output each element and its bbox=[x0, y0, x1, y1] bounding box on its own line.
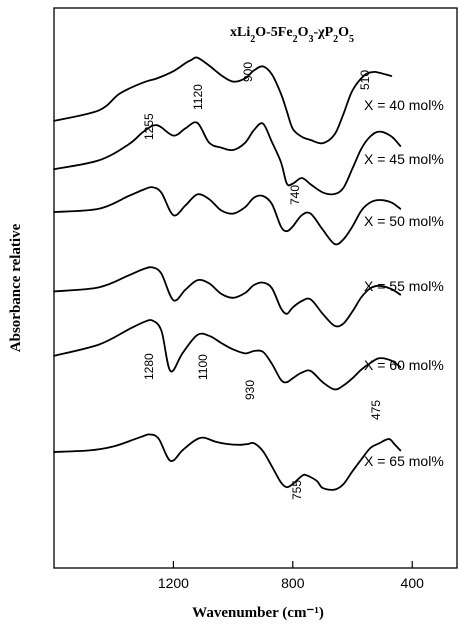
spectrum-curve bbox=[53, 186, 402, 246]
spectrum-curve bbox=[53, 319, 402, 391]
x-tick-label: 400 bbox=[401, 575, 425, 591]
peak-label-930: 930 bbox=[243, 380, 257, 400]
title-part: 3 bbox=[308, 34, 313, 45]
series-label: X = 65 mol% bbox=[364, 453, 444, 469]
series-label: X = 45 mol% bbox=[364, 151, 444, 167]
x-axis-title: Wavenumber (cm⁻¹) bbox=[192, 605, 324, 621]
spectra-curves bbox=[53, 56, 402, 491]
title-part: 5 bbox=[349, 34, 354, 45]
peak-label-1120: 1120 bbox=[191, 84, 205, 110]
peak-label-1255: 1255 bbox=[142, 113, 156, 140]
spectrum-curve bbox=[53, 56, 393, 145]
title-part: 2 bbox=[250, 34, 255, 45]
series-label: X = 50 mol% bbox=[364, 213, 444, 229]
title-part: 2 bbox=[333, 34, 338, 45]
title-part: O-5Fe bbox=[255, 25, 292, 40]
title-part: O bbox=[298, 25, 309, 40]
x-tick-label: 800 bbox=[281, 575, 305, 591]
peak-label-1100: 1100 bbox=[196, 354, 210, 380]
series-label: X = 60 mol% bbox=[364, 357, 444, 373]
spectrum-curve bbox=[53, 433, 402, 491]
series-label: X = 40 mol% bbox=[364, 97, 444, 113]
chart-title: xLi2O-5Fe2O3-χP2O5 bbox=[230, 25, 354, 45]
spectrum-curve bbox=[53, 266, 402, 328]
x-ticks: 1200 800 400 bbox=[158, 561, 424, 591]
peak-label-510: 510 bbox=[358, 70, 372, 90]
x-tick-label: 1200 bbox=[158, 575, 189, 591]
title-part: xLi bbox=[230, 25, 250, 40]
peak-label-1280: 1280 bbox=[142, 353, 156, 380]
series-label: X = 55 mol% bbox=[364, 278, 444, 294]
series-labels: X = 40 mol% X = 45 mol% X = 50 mol% X = 55 … bbox=[364, 97, 444, 469]
peak-label-755: 755 bbox=[290, 480, 304, 500]
peak-label-740: 740 bbox=[288, 185, 302, 205]
y-axis-title: Absorbance relative bbox=[8, 223, 24, 352]
spectrum-curve bbox=[53, 121, 402, 196]
title-part: 2 bbox=[293, 34, 298, 45]
title-part: -χP bbox=[313, 25, 333, 40]
peak-label-900: 900 bbox=[241, 62, 255, 82]
peak-labels: 1255 1120 900 510 740 1280 1100 930 755 … bbox=[142, 62, 383, 500]
plot-frame bbox=[53, 7, 458, 569]
title-part: O bbox=[338, 25, 349, 40]
peak-label-475: 475 bbox=[369, 400, 383, 420]
